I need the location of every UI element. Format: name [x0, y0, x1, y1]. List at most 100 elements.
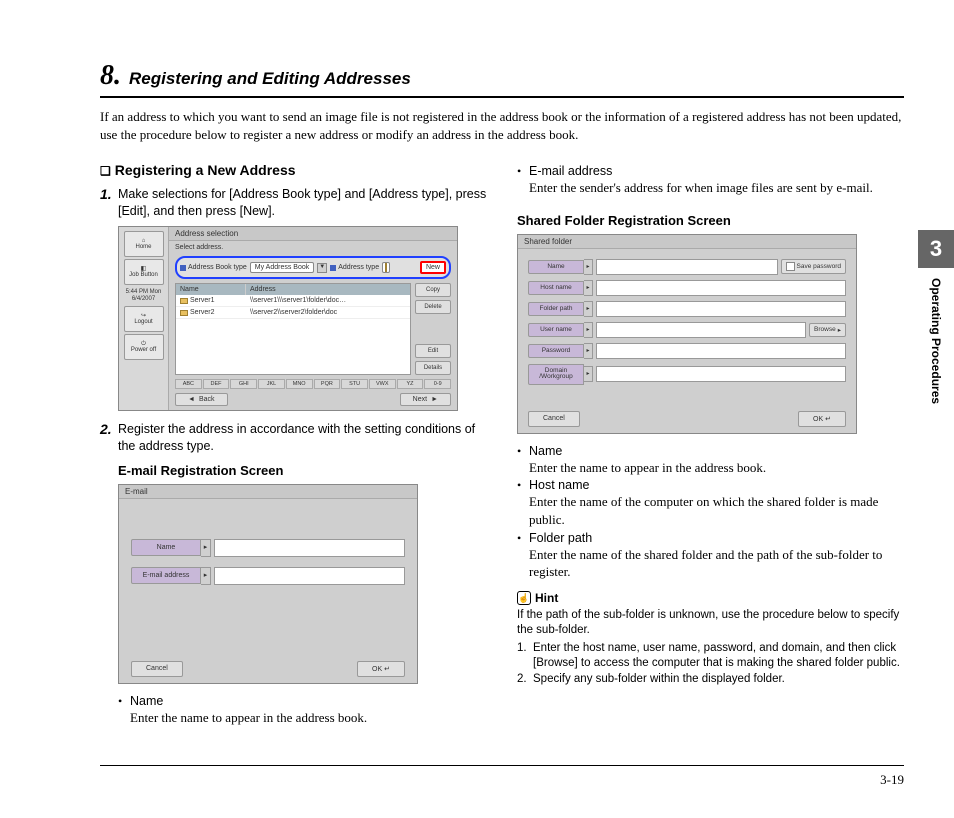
bullet-desc: Enter the name of the computer on which …	[529, 493, 904, 528]
left-column: ❏Registering a New Address 1. Make selec…	[100, 162, 487, 726]
bullet-icon: •	[118, 694, 130, 727]
alpha-tab[interactable]: DEF	[203, 379, 230, 389]
expand-icon[interactable]: ▸	[584, 259, 593, 275]
shared-folder-heading: Shared Folder Registration Screen	[517, 213, 904, 228]
step-number: 1.	[100, 186, 118, 220]
alpha-tab[interactable]: STU	[341, 379, 368, 389]
browse-button[interactable]: Browse▸	[809, 323, 846, 337]
right-column: • E-mail address Enter the sender's addr…	[517, 162, 904, 726]
screen-title: E-mail	[119, 485, 417, 499]
expand-icon[interactable]: ▸	[584, 301, 593, 317]
cancel-button[interactable]: Cancel	[131, 661, 183, 677]
hint-heading: ☝ Hint	[517, 591, 904, 605]
edit-button[interactable]: Edit	[415, 344, 451, 358]
hint-icon: ☝	[517, 591, 531, 605]
step-number: 2.	[100, 421, 118, 455]
section-title: Registering and Editing Addresses	[129, 69, 411, 88]
bullet-label: Host name	[529, 478, 904, 492]
power-button[interactable]: ⏻Power off	[124, 334, 164, 360]
bullet-label: Name	[529, 444, 904, 458]
next-button[interactable]: Next►	[400, 393, 451, 406]
username-input[interactable]	[596, 322, 806, 338]
home-button[interactable]: ⌂Home	[124, 231, 164, 257]
job-button[interactable]: ◧Job Button	[124, 259, 164, 285]
col-name: Name	[176, 284, 246, 295]
field-label: Domain /Workgroup	[528, 364, 584, 385]
domain-input[interactable]	[596, 366, 846, 382]
expand-icon[interactable]: ▸	[201, 539, 211, 557]
col-address: Address	[246, 284, 410, 295]
password-input[interactable]	[596, 343, 846, 359]
atype-folder-icon	[382, 262, 390, 273]
alpha-tab[interactable]: MNO	[286, 379, 313, 389]
folderpath-input[interactable]	[596, 301, 846, 317]
list-row[interactable]: Server1 \\server1\\\server1\folder\doc…	[176, 295, 410, 307]
hostname-input[interactable]	[596, 280, 846, 296]
bullet-label: Name	[130, 694, 487, 708]
alpha-tab[interactable]: 0-9	[424, 379, 451, 389]
hint-item-text: Enter the host name, user name, password…	[533, 641, 904, 672]
alpha-tab[interactable]: JKL	[258, 379, 285, 389]
save-password-checkbox[interactable]: Save password	[781, 259, 846, 274]
page-footer: 3-19	[100, 765, 904, 788]
alpha-tabs: ABC DEF GHI JKL MNO PQR STU VWX YZ 0-9	[175, 379, 451, 389]
ok-button[interactable]: OK ↵	[798, 411, 846, 427]
abtype-label: Address Book type	[180, 264, 247, 271]
email-label: E-mail address	[131, 567, 201, 584]
field-label: Name	[528, 260, 584, 275]
logout-button[interactable]: ↪Logout	[124, 306, 164, 332]
alpha-tab[interactable]: PQR	[314, 379, 341, 389]
subsection-heading: ❏ Registering a New Address	[100, 162, 487, 178]
cancel-button[interactable]: Cancel	[528, 411, 580, 427]
details-button[interactable]: Details	[415, 361, 451, 375]
intro-text: If an address to which you want to send …	[100, 108, 904, 144]
bullet-label: Folder path	[529, 531, 904, 545]
hint-item-text: Specify any sub-folder within the displa…	[533, 672, 785, 688]
hint-text: If the path of the sub-folder is unknown…	[517, 608, 904, 639]
section-number: 8.	[100, 60, 121, 91]
name-input[interactable]	[596, 259, 778, 275]
alpha-tab[interactable]: ABC	[175, 379, 202, 389]
expand-icon[interactable]: ▸	[201, 567, 211, 585]
alpha-tab[interactable]: GHI	[230, 379, 257, 389]
atype-label: Address type	[330, 264, 379, 271]
list-row[interactable]: Server2 \\server2\\server2\folder\doc	[176, 307, 410, 319]
hint-label: Hint	[535, 591, 558, 605]
address-list: Name Address Server1 \\server1\\\server1…	[175, 283, 411, 375]
bullet-icon: •	[517, 478, 529, 528]
bullet-icon: •	[517, 164, 529, 197]
chapter-tab: 3 Operating Procedures	[918, 230, 954, 404]
shared-folder-screenshot: Shared folder Name ▸ Save password Host …	[517, 234, 857, 434]
filter-row-highlight: Address Book type My Address Book ▼ Addr…	[175, 256, 451, 279]
ok-button[interactable]: OK ↵	[357, 661, 405, 677]
screen-title: Address selection	[169, 227, 457, 241]
dropdown-arrow-icon[interactable]: ▼	[317, 263, 327, 273]
expand-icon[interactable]: ▸	[584, 322, 593, 338]
alpha-tab[interactable]: VWX	[369, 379, 396, 389]
bullet-label: E-mail address	[529, 164, 904, 178]
alpha-tab[interactable]: YZ	[397, 379, 424, 389]
subsection-icon: ❏	[100, 164, 111, 178]
screen-title: Shared folder	[518, 235, 856, 249]
bullet-desc: Enter the name of the shared folder and …	[529, 546, 904, 581]
step-text: Register the address in accordance with …	[118, 421, 487, 455]
chapter-number: 3	[918, 230, 954, 268]
bullet-desc: Enter the name to appear in the address …	[130, 709, 487, 727]
screen-subtitle: Select address.	[169, 241, 457, 254]
expand-icon[interactable]: ▸	[584, 280, 593, 296]
subsection-title: Registering a New Address	[115, 162, 296, 178]
copy-button[interactable]: Copy	[415, 283, 451, 297]
folder-icon	[180, 310, 188, 316]
email-input[interactable]	[214, 567, 405, 585]
new-button[interactable]: New	[420, 261, 446, 274]
bullet-icon: •	[517, 531, 529, 581]
name-input[interactable]	[214, 539, 405, 557]
abtype-dropdown[interactable]: My Address Book	[250, 262, 314, 273]
back-button[interactable]: ◄Back	[175, 393, 228, 406]
folder-icon	[180, 298, 188, 304]
delete-button[interactable]: Delete	[415, 300, 451, 314]
expand-icon[interactable]: ▸	[584, 366, 593, 382]
expand-icon[interactable]: ▸	[584, 343, 593, 359]
address-selection-screenshot: ⌂Home ◧Job Button 5:44 PM Mon6/4/2007 ↪L…	[118, 226, 458, 411]
email-registration-screenshot: E-mail Name ▸ E-mail address ▸ Cancel OK…	[118, 484, 418, 684]
